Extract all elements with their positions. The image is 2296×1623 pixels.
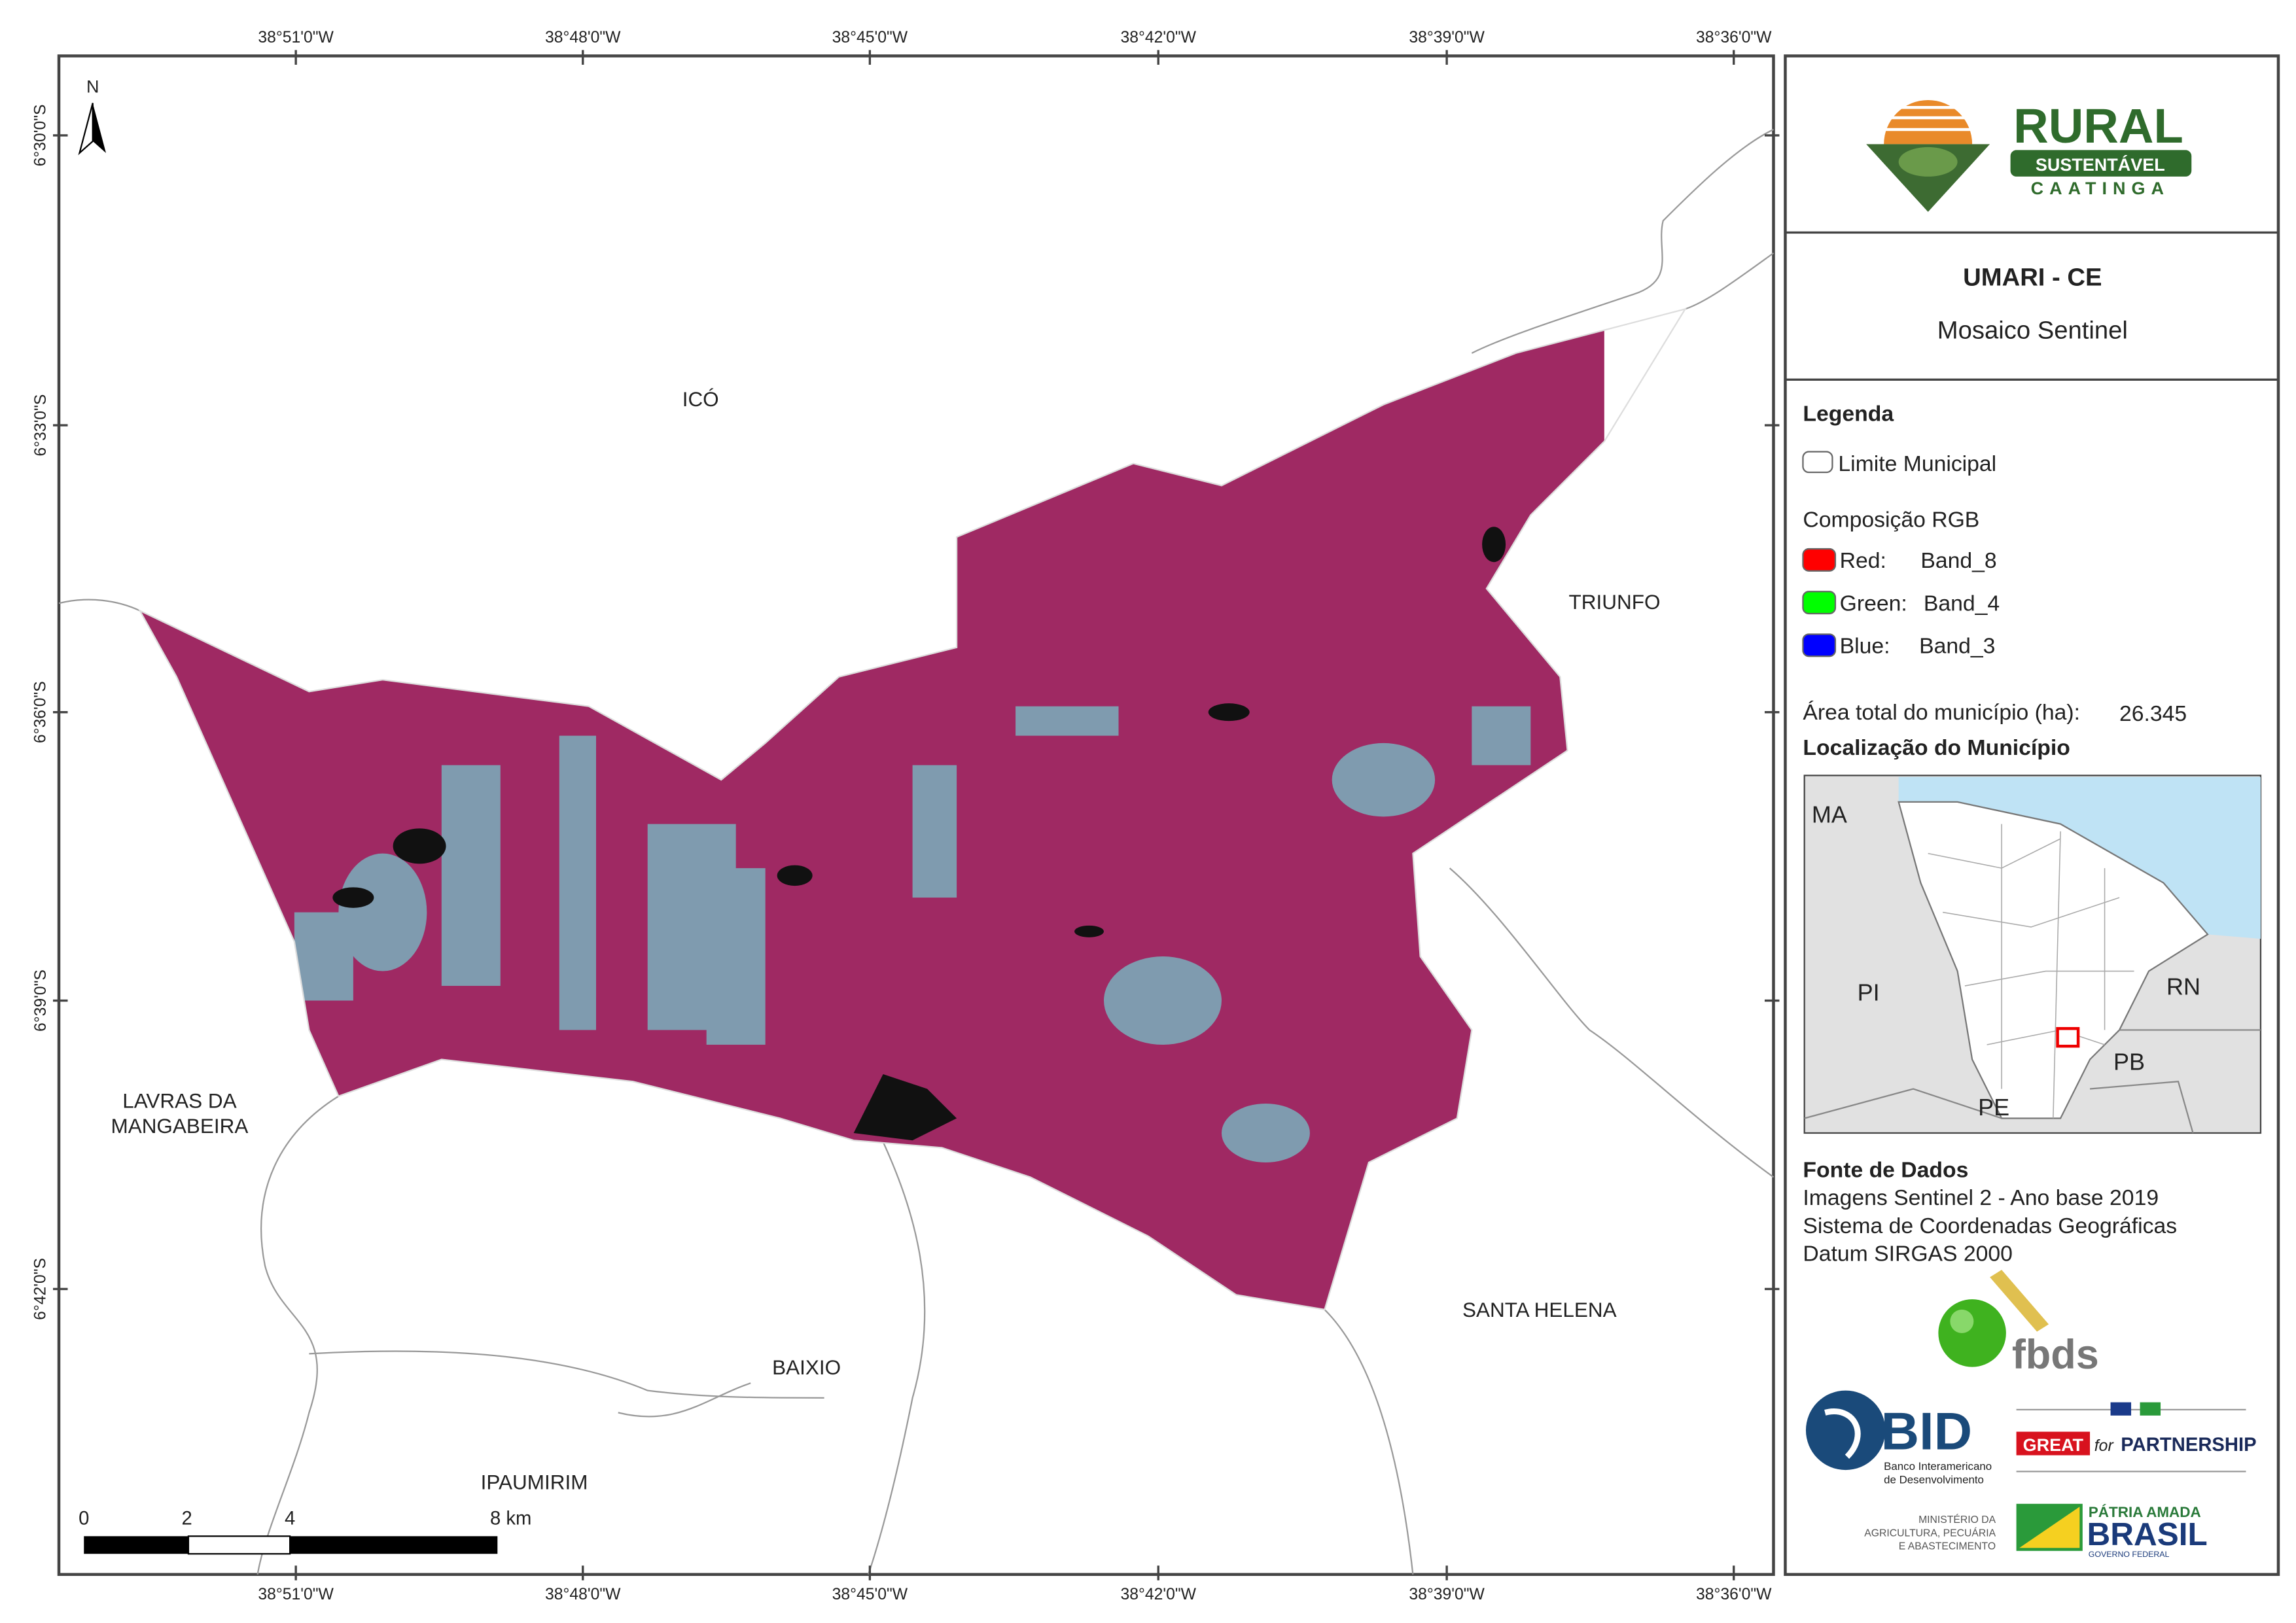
logo-text: MINISTÉRIO DA bbox=[1918, 1513, 1996, 1526]
area-label: Área total do município (ha): bbox=[1803, 700, 2080, 725]
logo-text: E ABASTECIMENTO bbox=[1899, 1541, 1996, 1552]
state-label: PE bbox=[1978, 1094, 2009, 1121]
logo-text: RURAL bbox=[2013, 99, 2183, 153]
band-name: Band_8 bbox=[1920, 548, 1996, 573]
lon-label: 38°42'0"W bbox=[1120, 29, 1196, 46]
place-names: ICÓ TRIUNFO LAVRAS DA MANGABEIRA BAIXIO … bbox=[111, 387, 1660, 1493]
place-name: MANGABEIRA bbox=[111, 1114, 248, 1138]
legend-heading: Legenda bbox=[1803, 401, 1894, 426]
lon-label: 38°39'0"W bbox=[1409, 29, 1485, 46]
place-name: LAVRAS DA bbox=[122, 1089, 236, 1113]
lat-label: 6°39'0"S bbox=[32, 969, 50, 1032]
place-name: SANTA HELENA bbox=[1462, 1298, 1617, 1321]
coordinate-labels: 38°51'0"W 38°48'0"W 38°45'0"W 38°42'0"W … bbox=[32, 29, 1772, 1603]
rural-logo: RURAL SUSTENTÁVEL CAATINGA bbox=[1866, 99, 2192, 212]
scale-label: 0 bbox=[79, 1508, 89, 1529]
frame-ticks bbox=[53, 50, 1780, 1580]
logo-text: PARTNERSHIP bbox=[2121, 1435, 2256, 1456]
state-label: PI bbox=[1858, 979, 1880, 1006]
fbds-logo: fbds bbox=[1938, 1270, 2099, 1378]
state-label: PB bbox=[2113, 1048, 2145, 1075]
logo-text: Banco Interamericano bbox=[1884, 1460, 1992, 1473]
side-panel: RURAL SUSTENTÁVEL CAATINGA UMARI - CE Mo… bbox=[1784, 54, 2280, 1577]
location-heading: Localização do Município bbox=[1803, 735, 2070, 760]
north-arrow: N bbox=[78, 77, 106, 156]
lat-label: 6°30'0"S bbox=[32, 104, 50, 166]
logo-text: SUSTENTÁVEL bbox=[2036, 154, 2165, 175]
lon-label: 38°48'0"W bbox=[545, 1586, 621, 1603]
logo-text: BID bbox=[1881, 1403, 1972, 1461]
lon-label: 38°51'0"W bbox=[258, 29, 334, 46]
place-name: BAIXIO bbox=[772, 1355, 841, 1379]
lon-label: 38°51'0"W bbox=[258, 1586, 334, 1603]
map-title: UMARI - CE bbox=[1963, 263, 2102, 291]
place-name: ICÓ bbox=[682, 387, 719, 411]
neighbour-boundaries bbox=[58, 128, 1775, 1575]
map-subtitle: Mosaico Sentinel bbox=[1937, 316, 2128, 344]
lat-label: 6°42'0"S bbox=[32, 1258, 50, 1320]
place-name: TRIUNFO bbox=[1569, 590, 1661, 614]
band-label: Blue: bbox=[1840, 634, 1890, 659]
map-frame bbox=[53, 50, 1780, 1580]
legend-item: Limite Municipal bbox=[1838, 451, 1996, 476]
lon-label: 38°39'0"W bbox=[1409, 1586, 1485, 1603]
logo-text: GOVERNO FEDERAL bbox=[2089, 1550, 2170, 1559]
source-line: Datum SIRGAS 2000 bbox=[1803, 1242, 2012, 1266]
lon-label: 38°48'0"W bbox=[545, 29, 621, 46]
scale-label: 2 bbox=[182, 1508, 192, 1529]
band-name: Band_4 bbox=[1924, 591, 2000, 616]
north-label: N bbox=[86, 77, 99, 97]
logo-text: BRASIL bbox=[2087, 1516, 2208, 1552]
lon-label: 38°36'0"W bbox=[1696, 29, 1772, 46]
source-line: Sistema de Coordenadas Geográficas bbox=[1803, 1213, 2177, 1238]
logo-text: CAATINGA bbox=[2031, 179, 2170, 198]
great-logo: GREAT for PARTNERSHIP bbox=[2016, 1402, 2257, 1473]
logo-text: GREAT bbox=[2023, 1435, 2084, 1455]
area-value: 26.345 bbox=[2119, 701, 2187, 726]
band-name: Band_3 bbox=[1919, 634, 1995, 659]
sources-heading: Fonte de Dados bbox=[1803, 1157, 1968, 1182]
lon-label: 38°36'0"W bbox=[1696, 1586, 1772, 1603]
municipal-boundary bbox=[138, 307, 1687, 1311]
scale-bar: 0 2 4 8 km bbox=[79, 1508, 531, 1555]
place-name: IPAUMIRIM bbox=[481, 1470, 588, 1493]
lat-label: 6°36'0"S bbox=[32, 681, 50, 743]
bid-logo: BID Banco Interamericano de Desenvolvime… bbox=[1805, 1390, 1992, 1486]
lon-label: 38°42'0"W bbox=[1120, 1586, 1196, 1603]
logo-text: for bbox=[2094, 1437, 2115, 1455]
lon-label: 38°45'0"W bbox=[832, 29, 908, 46]
lat-label: 6°33'0"S bbox=[32, 394, 50, 457]
state-label: RN bbox=[2166, 973, 2200, 1000]
government-logos: MINISTÉRIO DA AGRICULTURA, PECUÁRIA E AB… bbox=[1864, 1503, 2208, 1559]
band-label: Red: bbox=[1840, 548, 1886, 573]
inset-map: MA PI RN PB PE bbox=[1803, 775, 2262, 1134]
scale-label: 4 bbox=[285, 1508, 295, 1529]
source-line: Imagens Sentinel 2 - Ano base 2019 bbox=[1803, 1185, 2159, 1210]
band-label: Green: bbox=[1840, 591, 1907, 616]
state-label: MA bbox=[1812, 801, 1847, 828]
scale-label: 8 km bbox=[490, 1508, 531, 1529]
logo-text: fbds bbox=[2012, 1332, 2099, 1378]
legend-subheading: Composição RGB bbox=[1803, 507, 1979, 532]
lon-label: 38°45'0"W bbox=[832, 1586, 908, 1603]
logo-text: AGRICULTURA, PECUÁRIA bbox=[1864, 1526, 1996, 1539]
logo-text: de Desenvolvimento bbox=[1884, 1473, 1984, 1486]
logo-text: PÁTRIA AMADA bbox=[2089, 1504, 2201, 1520]
